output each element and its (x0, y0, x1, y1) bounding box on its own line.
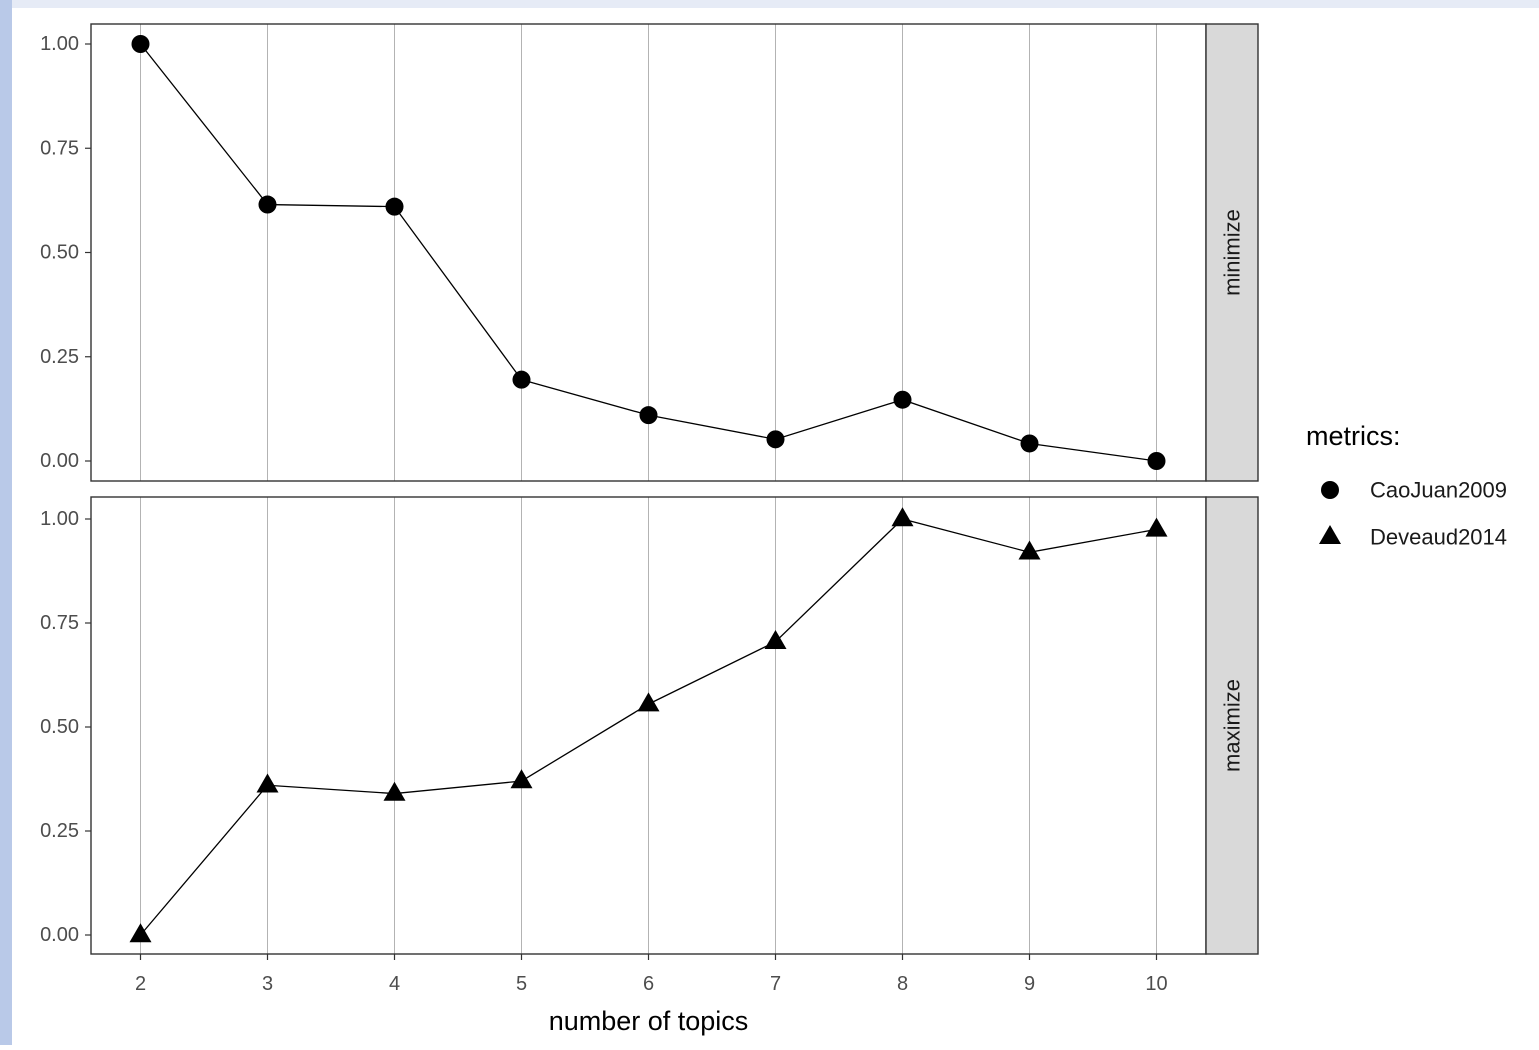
window-left-band (0, 0, 12, 1045)
x-tick-label: 4 (389, 973, 400, 995)
data-point-CaoJuan2009 (385, 197, 404, 216)
x-tick-label: 7 (770, 973, 781, 995)
legend-key-circle-icon (1321, 481, 1339, 499)
data-point-Deveaud2014 (891, 507, 914, 527)
y-tick-label: 0.00 (40, 450, 79, 472)
y-tick-label: 1.00 (40, 33, 79, 55)
data-point-CaoJuan2009 (1147, 452, 1166, 470)
legend-entry-label: Deveaud2014 (1370, 525, 1507, 550)
x-tick-label: 10 (1145, 973, 1167, 995)
facet-strip-label: maximize (1220, 679, 1245, 772)
data-point-Deveaud2014 (764, 629, 787, 649)
y-tick-label: 0.50 (40, 716, 79, 738)
legend-key-triangle-icon (1319, 525, 1341, 544)
data-point-CaoJuan2009 (766, 430, 785, 449)
legend-entry-label: CaoJuan2009 (1370, 478, 1507, 503)
data-point-Deveaud2014 (1145, 517, 1168, 537)
x-tick-label: 9 (1024, 973, 1035, 995)
data-point-Deveaud2014 (637, 692, 660, 712)
x-tick-label: 8 (897, 973, 908, 995)
data-point-Deveaud2014 (1018, 540, 1041, 560)
data-point-Deveaud2014 (383, 781, 406, 801)
y-tick-label: 0.50 (40, 242, 79, 264)
facet-strip-label: minimize (1220, 209, 1245, 296)
data-point-CaoJuan2009 (639, 406, 658, 425)
data-point-CaoJuan2009 (512, 370, 531, 389)
legend-title: metrics: (1306, 421, 1401, 451)
x-tick-label: 3 (262, 973, 273, 995)
x-tick-label: 5 (516, 973, 527, 995)
y-tick-label: 0.25 (40, 820, 79, 842)
window-top-band (0, 0, 1539, 8)
facet-strip (1205, 23, 1259, 482)
data-point-CaoJuan2009 (1020, 434, 1039, 453)
y-tick-label: 1.00 (40, 508, 79, 530)
x-tick-label: 6 (643, 973, 654, 995)
y-tick-label: 0.75 (40, 137, 79, 159)
data-point-CaoJuan2009 (893, 390, 912, 409)
y-tick-label: 0.25 (40, 346, 79, 368)
data-point-Deveaud2014 (256, 773, 279, 793)
x-axis-title: number of topics (549, 1006, 749, 1036)
facet-strip (1205, 496, 1259, 955)
y-tick-label: 0.75 (40, 612, 79, 634)
data-point-CaoJuan2009 (131, 35, 150, 53)
data-point-Deveaud2014 (129, 923, 152, 943)
y-tick-label: 0.00 (40, 924, 79, 946)
data-point-CaoJuan2009 (258, 195, 277, 214)
x-tick-label: 2 (135, 973, 146, 995)
data-point-Deveaud2014 (510, 769, 533, 789)
